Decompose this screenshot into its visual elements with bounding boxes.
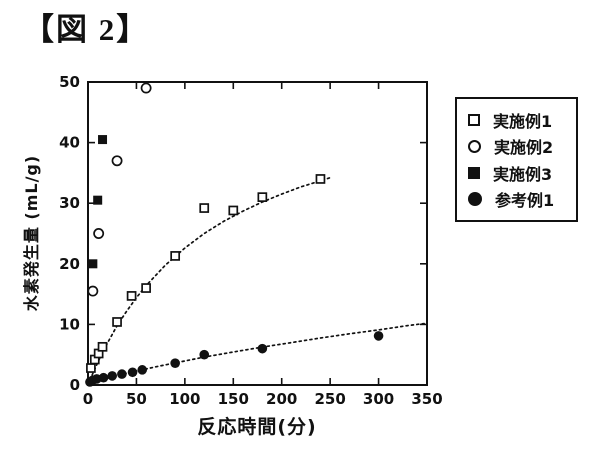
- data-point-open-square: [315, 174, 326, 184]
- data-point-open-square: [141, 283, 151, 293]
- filled-circle-marker-icon: [468, 192, 482, 207]
- data-point-filled-circle: [98, 372, 109, 383]
- legend-item-label: 参考例1: [495, 191, 555, 211]
- data-point-filled-square: [93, 195, 103, 205]
- data-point-open-square: [112, 317, 122, 327]
- x-tick-label: 100: [169, 390, 200, 408]
- data-point-open-square: [126, 291, 137, 301]
- legend-item-label: 実施例2: [494, 138, 554, 158]
- legend-item-label: 実施例3: [493, 164, 553, 184]
- data-point-open-square: [199, 203, 210, 213]
- filled-square-marker-icon: [468, 166, 480, 179]
- legend-item: 実施例1: [468, 108, 572, 132]
- data-point-filled-circle: [107, 371, 118, 381]
- data-point-open-square: [86, 363, 96, 373]
- y-axis-label: 水素発生量 (mL/g): [22, 154, 41, 312]
- legend-item: 参考例1: [468, 187, 572, 211]
- data-point-filled-circle: [137, 365, 148, 375]
- data-point-open-square: [170, 251, 181, 261]
- data-point-open-square: [97, 341, 108, 352]
- y-tick-label: 40: [59, 134, 80, 152]
- open-square-marker-icon: [468, 113, 480, 126]
- data-point-filled-circle: [117, 369, 127, 379]
- x-tick-label: 250: [314, 390, 345, 408]
- y-tick-label: 20: [59, 255, 80, 273]
- data-point-filled-circle: [257, 343, 268, 354]
- y-tick-label: 0: [70, 376, 80, 394]
- y-tick-label: 30: [59, 194, 80, 212]
- data-point-open-circle: [93, 228, 105, 239]
- y-tick-label: 50: [59, 73, 80, 91]
- x-tick-label: 200: [266, 390, 297, 408]
- fit-curve: [87, 176, 333, 386]
- data-point-filled-circle: [170, 358, 180, 368]
- data-point-open-circle: [111, 155, 123, 167]
- data-point-filled-circle: [373, 331, 384, 341]
- fit-curve: [87, 322, 428, 386]
- legend-item: 実施例3: [468, 161, 572, 185]
- x-tick-label: 300: [363, 390, 394, 408]
- data-point-filled-square: [88, 259, 98, 269]
- figure-title: 【図 2】: [23, 12, 150, 47]
- data-point-open-circle: [87, 285, 99, 297]
- data-point-open-circle: [140, 82, 152, 94]
- open-circle-marker-icon: [468, 139, 481, 153]
- data-point-filled-circle: [127, 367, 138, 378]
- chart-legend: 実施例1 実施例2 実施例3 参考例1: [455, 97, 578, 222]
- y-tick-label: 10: [59, 315, 80, 333]
- legend-item-label: 実施例1: [493, 111, 553, 131]
- legend-item: 実施例2: [468, 134, 572, 158]
- data-point-open-square: [257, 192, 268, 202]
- data-point-open-square: [228, 205, 239, 216]
- x-axis-label: 反応時間(分): [197, 416, 317, 438]
- x-tick-label: 0: [83, 390, 93, 408]
- x-tick-label: 150: [218, 390, 249, 408]
- x-tick-label: 50: [126, 390, 147, 408]
- plot-frame: [87, 81, 428, 386]
- data-point-filled-circle: [199, 349, 210, 360]
- x-tick-label: 350: [411, 390, 442, 408]
- data-point-filled-square: [98, 135, 108, 145]
